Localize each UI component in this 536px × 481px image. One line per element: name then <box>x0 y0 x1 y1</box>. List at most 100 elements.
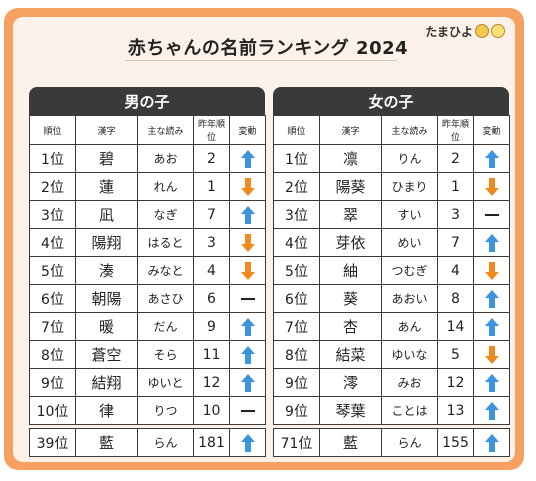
arrow-up-icon <box>484 373 499 392</box>
column-header: 変動 <box>473 115 510 145</box>
boys-ranking-table: 順位 漢字 主な読み 昨年順位 変動 1位碧あお 2 2位蓮れん 1 3位凪なぎ 7 4位 陽翔 はると… <box>29 115 266 425</box>
reading-cell: あさひ <box>137 284 194 313</box>
tamahiyo-logo: たまひよ <box>425 20 505 42</box>
reading-cell: あお <box>137 144 194 173</box>
rank-cell: 6位 <box>273 284 320 313</box>
arrow-up-icon <box>484 317 499 336</box>
change-cell <box>229 368 266 397</box>
last-year-rank-cell: 6 <box>193 284 230 313</box>
arrow-up-icon <box>240 317 255 336</box>
table-row: 5位紬つむぎ 4 <box>273 256 510 285</box>
kanji-cell: 翠 <box>319 200 382 229</box>
column-header: 順位 <box>29 115 76 145</box>
kanji-cell: 結菜 <box>319 340 382 369</box>
table-row: 8位 蒼空 そら 11 <box>29 340 266 369</box>
table-row: 9位澪みお 12 <box>273 368 510 397</box>
change-cell <box>229 200 266 229</box>
arrow-down-icon <box>484 345 499 364</box>
table-row: 7位暖だん 9 <box>29 312 266 341</box>
arrow-up-icon <box>240 373 255 392</box>
arrow-up-icon <box>484 433 499 452</box>
arrow-down-icon <box>240 177 255 196</box>
change-cell <box>229 144 266 173</box>
table-row: 6位葵あおい 8 <box>273 284 510 313</box>
boys-featured-row: 39位藍らん 181 <box>29 428 266 457</box>
table-header-row: 順位 漢字 主な読み 昨年順位 変動 <box>273 115 510 145</box>
kanji-cell: 澪 <box>319 368 382 397</box>
reading-cell: つむぎ <box>381 256 438 285</box>
change-cell <box>473 396 510 425</box>
change-cell <box>229 172 266 201</box>
column-header: 昨年順位 <box>437 115 474 145</box>
last-year-rank-cell: 12 <box>193 368 230 397</box>
table-row: 1位碧あお 2 <box>29 144 266 173</box>
reading-cell: だん <box>137 312 194 341</box>
last-year-rank-cell: 2 <box>437 144 474 173</box>
rank-cell: 1位 <box>273 144 320 173</box>
change-cell <box>229 284 266 313</box>
change-cell <box>229 312 266 341</box>
arrow-down-icon <box>484 177 499 196</box>
kanji-cell: 陽葵 <box>319 172 382 201</box>
kanji-cell: 朝陽 <box>75 284 138 313</box>
column-header: 主な読み <box>381 115 438 145</box>
boys-header: 男の子 <box>29 87 265 115</box>
last-year-rank-cell: 4 <box>437 256 474 285</box>
rank-cell: 10位 <box>29 396 76 425</box>
rank-cell: 6位 <box>29 284 76 313</box>
change-cell <box>473 368 510 397</box>
arrow-up-icon <box>484 401 499 420</box>
kanji-cell: 蓮 <box>75 172 138 201</box>
last-year-rank-cell: 1 <box>193 172 230 201</box>
rank-cell: 1位 <box>29 144 76 173</box>
table-row: 6位 朝陽 あさひ 6 <box>29 284 266 313</box>
page-title: 赤ちゃんの名前ランキング 2024 <box>127 38 409 59</box>
last-year-rank-cell: 1 <box>437 172 474 201</box>
last-year-rank-cell: 8 <box>437 284 474 313</box>
last-year-rank-cell: 181 <box>193 428 230 457</box>
rank-cell: 4位 <box>273 228 320 257</box>
last-year-rank-cell: 3 <box>437 200 474 229</box>
reading-cell: ゆいな <box>381 340 438 369</box>
table-header-row: 順位 漢字 主な読み 昨年順位 変動 <box>29 115 266 145</box>
kanji-cell: 碧 <box>75 144 138 173</box>
change-cell <box>473 312 510 341</box>
kanji-cell: 暖 <box>75 312 138 341</box>
table-row: 1位凛りん 2 <box>273 144 510 173</box>
last-year-rank-cell: 3 <box>193 228 230 257</box>
arrow-up-icon <box>240 433 255 452</box>
reading-cell: れん <box>137 172 194 201</box>
table-row: 4位 陽翔 はると 3 <box>29 228 266 257</box>
reading-cell: みなと <box>137 256 194 285</box>
no-change-icon <box>240 297 255 300</box>
kanji-cell: 律 <box>75 396 138 425</box>
rank-cell: 39位 <box>29 428 76 457</box>
column-header: 漢字 <box>319 115 382 145</box>
reading-cell: らん <box>137 428 194 457</box>
column-header: 主な読み <box>137 115 194 145</box>
no-change-icon <box>484 213 499 216</box>
table-row: 2位蓮れん 1 <box>29 172 266 201</box>
title-divider <box>125 60 397 61</box>
reading-cell: はると <box>137 228 194 257</box>
rank-cell: 5位 <box>29 256 76 285</box>
boys-ranking-panel: 男の子 順位 漢字 主な読み 昨年順位 変動 1位碧あお 2 2位蓮れん 1 3位凪なぎ 7 4位陽… <box>29 87 266 425</box>
kanji-cell: 紬 <box>319 256 382 285</box>
change-cell <box>229 228 266 257</box>
reading-cell: りつ <box>137 396 194 425</box>
kanji-cell: 湊 <box>75 256 138 285</box>
rank-cell: 9位 <box>273 368 320 397</box>
kanji-cell: 琴葉 <box>319 396 382 425</box>
arrow-up-icon <box>484 149 499 168</box>
reading-cell: めい <box>381 228 438 257</box>
kanji-cell: 藍 <box>319 428 382 457</box>
table-row: 39位藍らん 181 <box>29 428 266 457</box>
last-year-rank-cell: 4 <box>193 256 230 285</box>
table-row: 10位律りつ 10 <box>29 396 266 425</box>
reading-cell: ことは <box>381 396 438 425</box>
table-row: 9位 琴葉 ことは 13 <box>273 396 510 425</box>
girls-featured-row: 71位藍らん 155 <box>273 428 510 457</box>
rank-cell: 8位 <box>273 340 320 369</box>
last-year-rank-cell: 7 <box>437 228 474 257</box>
last-year-rank-cell: 14 <box>437 312 474 341</box>
